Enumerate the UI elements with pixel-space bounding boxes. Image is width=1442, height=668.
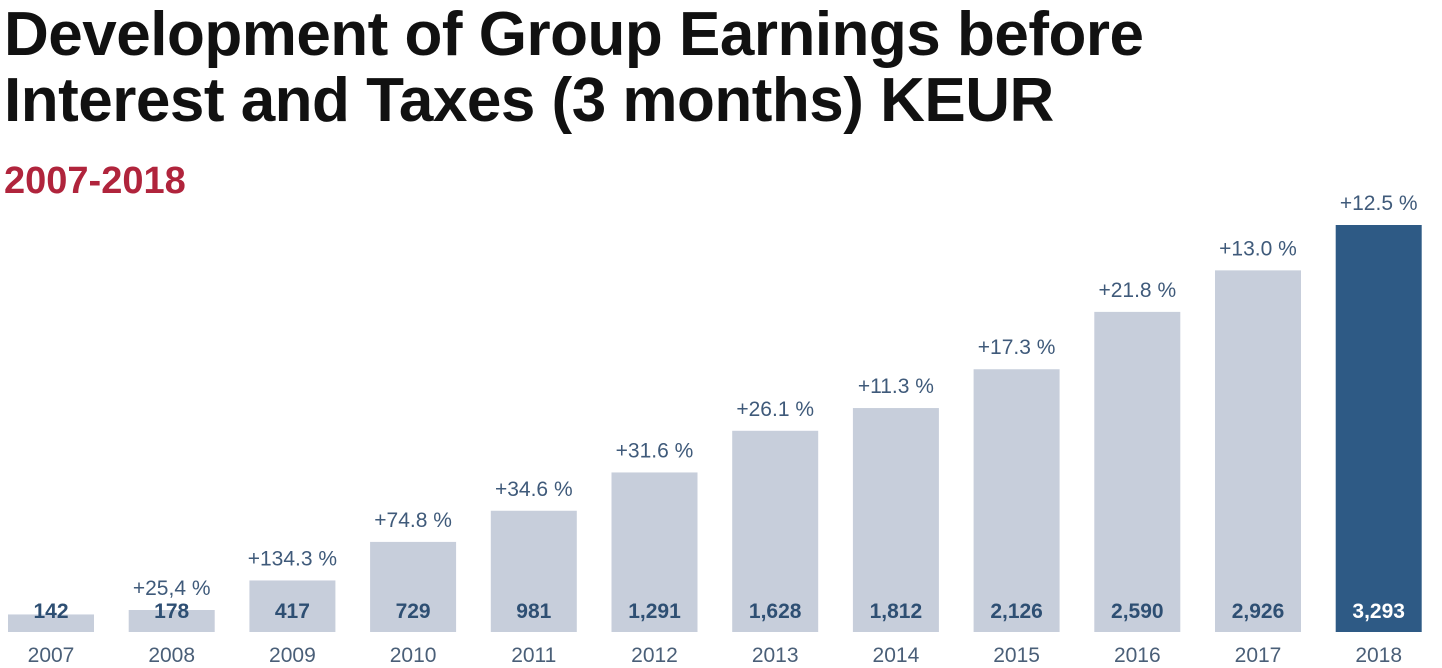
x-tick-label-2013: 2013 <box>752 644 799 667</box>
change-label-2016: +21.8 % <box>1098 279 1176 302</box>
value-label-2013: 1,628 <box>749 600 802 623</box>
bar-2009 <box>249 580 336 632</box>
x-tick-label-2015: 2015 <box>993 644 1040 667</box>
bar-2018 <box>1335 225 1422 632</box>
value-label-2007: 142 <box>33 600 68 623</box>
change-label-2017: +13.0 % <box>1219 237 1297 260</box>
change-label-2012: +31.6 % <box>616 439 694 462</box>
x-tick-label-2008: 2008 <box>148 644 195 667</box>
value-label-2014: 1,812 <box>870 600 923 623</box>
bar-2008 <box>128 610 215 632</box>
bar-2015 <box>973 369 1060 632</box>
bar-2010 <box>370 541 457 632</box>
value-label-2015: 2,126 <box>990 600 1043 623</box>
change-label-2009: +134.3 % <box>248 547 337 570</box>
chart-title: Development of Group Earnings before Int… <box>4 2 1424 134</box>
x-tick-label-2016: 2016 <box>1114 644 1161 667</box>
bar-2017 <box>1215 270 1301 632</box>
bar-2007 <box>8 614 94 632</box>
change-label-2018: +12.5 % <box>1340 192 1418 215</box>
change-label-2010: +74.8 % <box>374 509 452 532</box>
value-label-2017: 2,926 <box>1232 600 1285 623</box>
value-label-2012: 1,291 <box>628 600 681 623</box>
x-tick-label-2012: 2012 <box>631 644 678 667</box>
bar-2013 <box>732 430 819 632</box>
bar-2012 <box>611 472 698 632</box>
change-label-2015: +17.3 % <box>978 336 1056 359</box>
bar-2011 <box>490 510 577 632</box>
change-label-2011: +34.6 % <box>495 478 573 501</box>
change-label-2008: +25,4 % <box>133 577 211 600</box>
value-label-2016: 2,590 <box>1111 600 1164 623</box>
value-label-2018: 3,293 <box>1352 600 1405 623</box>
value-label-2011: 981 <box>516 600 551 623</box>
x-tick-label-2010: 2010 <box>390 644 437 667</box>
chart-title-line-2: Interest and Taxes (3 months) KEUR <box>4 66 1054 135</box>
x-tick-label-2009: 2009 <box>269 644 316 667</box>
bar-2014 <box>852 408 939 632</box>
value-label-2009: 417 <box>275 600 310 623</box>
x-tick-label-2014: 2014 <box>873 644 920 667</box>
change-label-2014: +11.3 % <box>858 375 934 398</box>
chart-subtitle: 2007-2018 <box>4 160 186 202</box>
x-tick-label-2018: 2018 <box>1355 644 1402 667</box>
x-tick-label-2007: 2007 <box>28 644 75 667</box>
x-tick-label-2011: 2011 <box>511 644 556 667</box>
value-label-2008: 178 <box>154 600 189 623</box>
value-label-2010: 729 <box>396 600 431 623</box>
x-tick-label-2017: 2017 <box>1235 644 1282 667</box>
chart-title-line-1: Development of Group Earnings before <box>4 0 1144 69</box>
change-label-2013: +26.1 % <box>736 398 814 421</box>
bar-2016 <box>1094 311 1181 632</box>
